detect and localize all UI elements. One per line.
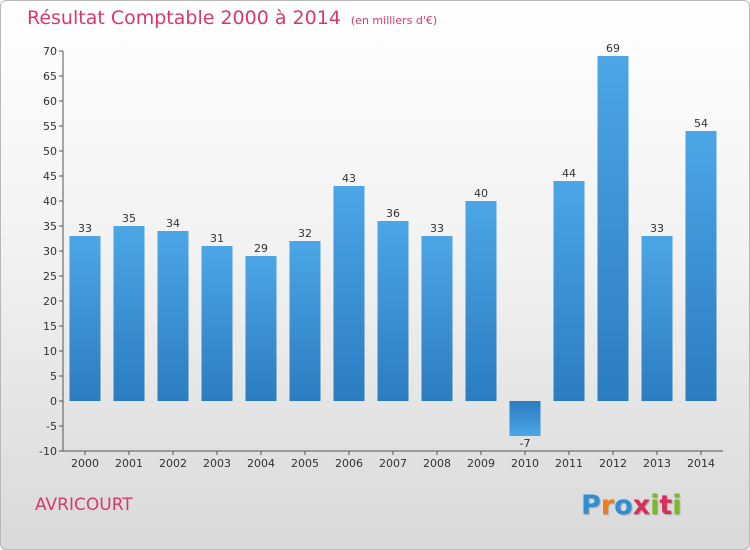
y-tick-label: 25 xyxy=(43,270,57,283)
x-tick-label: 2008 xyxy=(423,457,451,470)
value-label-2014: 54 xyxy=(694,117,708,130)
logo-letter: r xyxy=(600,490,615,521)
x-tick-label: 2004 xyxy=(247,457,275,470)
x-tick-label: 2013 xyxy=(643,457,671,470)
chart-title-text: Résultat Comptable 2000 à 2014 xyxy=(27,7,341,29)
value-label-2012: 69 xyxy=(606,42,620,55)
y-tick-label: 45 xyxy=(43,170,57,183)
logo-letter: o xyxy=(614,490,633,521)
x-tick-label: 2001 xyxy=(115,457,143,470)
chart-title: Résultat Comptable 2000 à 2014 (en millie… xyxy=(27,7,437,29)
x-tick-label: 2003 xyxy=(203,457,231,470)
x-tick-label: 2010 xyxy=(511,457,539,470)
value-label-2009: 40 xyxy=(474,187,488,200)
bar-2013 xyxy=(641,236,673,401)
bar-2000 xyxy=(69,236,101,401)
y-tick-label: 40 xyxy=(43,195,57,208)
y-tick-label: 20 xyxy=(43,295,57,308)
bar-2012 xyxy=(597,56,629,401)
bars xyxy=(69,56,717,436)
logo-letter: i xyxy=(672,490,682,521)
value-label-2001: 35 xyxy=(122,212,136,225)
logo-letter: i xyxy=(650,490,660,521)
y-tick-label: 10 xyxy=(43,345,57,358)
y-tick-label: 70 xyxy=(43,45,57,58)
x-tick-label: 2009 xyxy=(467,457,495,470)
value-label-2008: 33 xyxy=(430,222,444,235)
y-tick-label: 55 xyxy=(43,120,57,133)
y-tick-label: 5 xyxy=(50,370,57,383)
y-tick-label: 15 xyxy=(43,320,57,333)
bar-2003 xyxy=(201,246,233,401)
bar-2002 xyxy=(157,231,189,401)
chart-unit: (en milliers d'€) xyxy=(350,14,438,27)
bar-2006 xyxy=(333,186,365,401)
y-tick-label: 0 xyxy=(50,395,57,408)
x-tick-label: 2007 xyxy=(379,457,407,470)
x-tick-label: 2012 xyxy=(599,457,627,470)
value-label-2000: 33 xyxy=(78,222,92,235)
value-labels: 33 35 34 31 29 32 43 36 33 40 -7 44 69 33 54 xyxy=(78,42,708,450)
bar-2001 xyxy=(113,226,145,401)
bar-2009 xyxy=(465,201,497,401)
bar-2011 xyxy=(553,181,585,401)
value-label-2004: 29 xyxy=(254,242,268,255)
bar-2007 xyxy=(377,221,409,401)
proxiti-logo: Proxiti xyxy=(581,490,682,521)
logo-letter: x xyxy=(632,490,651,521)
y-tick-label: -10 xyxy=(39,445,57,458)
bar-2008 xyxy=(421,236,453,401)
x-tick-label: 2005 xyxy=(291,457,319,470)
logo-letter: t xyxy=(659,490,673,521)
x-tick-label: 2014 xyxy=(687,457,715,470)
commune-name: AVRICOURT xyxy=(35,495,133,515)
bar-2004 xyxy=(245,256,277,401)
y-tick-label: 30 xyxy=(43,245,57,258)
value-label-2010: -7 xyxy=(520,437,531,450)
value-label-2007: 36 xyxy=(386,207,400,220)
y-tick-label: 35 xyxy=(43,220,57,233)
x-tick-label: 2006 xyxy=(335,457,363,470)
y-tick-label: 65 xyxy=(43,70,57,83)
y-tick-label: 60 xyxy=(43,95,57,108)
x-tick-label: 2011 xyxy=(555,457,583,470)
value-label-2013: 33 xyxy=(650,222,664,235)
x-tick-label: 2002 xyxy=(159,457,187,470)
bar-2010 xyxy=(509,401,541,436)
y-tick-label: 50 xyxy=(43,145,57,158)
value-label-2006: 43 xyxy=(342,172,356,185)
value-label-2011: 44 xyxy=(562,167,576,180)
x-tick-label: 2000 xyxy=(71,457,99,470)
value-label-2005: 32 xyxy=(298,227,312,240)
bar-2005 xyxy=(289,241,321,401)
y-tick-label: -5 xyxy=(46,420,57,433)
value-label-2002: 34 xyxy=(166,217,180,230)
bar-2014 xyxy=(685,131,717,401)
axes: -10 -5 0 5 10 15 20 25 30 35 40 45 50 55 60 65 70 2000 200… xyxy=(39,45,723,470)
logo-letter: P xyxy=(581,490,601,521)
value-label-2003: 31 xyxy=(210,232,224,245)
